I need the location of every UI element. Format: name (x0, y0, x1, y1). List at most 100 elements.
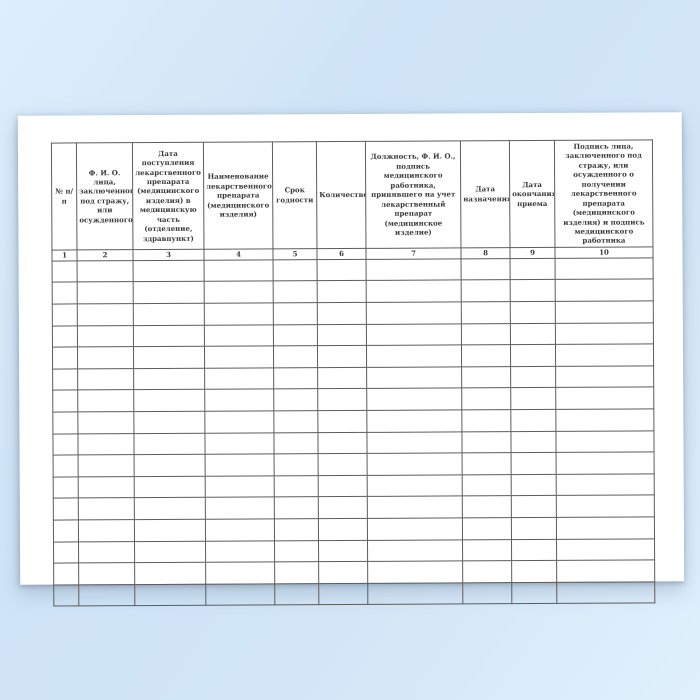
table-cell (134, 562, 206, 585)
empty-row (53, 495, 655, 520)
table-cell (317, 410, 367, 433)
form-page: № п/п Ф. И. О. лица, заключенного под ст… (17, 112, 685, 607)
table-cell (77, 346, 134, 369)
table-cell (510, 430, 557, 453)
table-cell (52, 368, 78, 391)
table-cell (511, 495, 557, 518)
table-cell (77, 433, 135, 456)
table-cell (461, 301, 511, 324)
table-cell (555, 387, 654, 410)
column-header-med-worker: Должность, Ф. И. О., подпись медицинског… (365, 140, 461, 249)
table-cell (510, 387, 556, 410)
empty-row (52, 387, 654, 413)
table-cell (317, 388, 367, 411)
table-cell (78, 562, 135, 585)
table-cell (78, 497, 135, 520)
table-cell (133, 260, 205, 283)
table-cell (274, 475, 319, 498)
table-cell (367, 474, 463, 497)
table-cell (318, 561, 368, 584)
table-cell (461, 431, 512, 454)
table-cell (555, 430, 655, 453)
table-cell (133, 389, 205, 412)
table-cell (205, 518, 275, 541)
header-row: № п/п Ф. И. О. лица, заключенного под ст… (51, 139, 653, 250)
table-cell (52, 347, 78, 369)
column-number: 9 (509, 247, 556, 259)
table-cell (274, 453, 319, 476)
table-cell (78, 541, 135, 564)
table-cell (133, 432, 206, 455)
table-cell (366, 388, 462, 411)
column-number: 2 (76, 249, 134, 261)
table-cell (462, 539, 512, 562)
table-cell (77, 260, 134, 283)
table-cell (204, 324, 274, 347)
table-cell (273, 367, 318, 390)
column-header-drug-name: Наименование лекарственного препарата (м… (203, 141, 273, 250)
table-cell (53, 498, 79, 520)
table-cell (556, 581, 655, 604)
column-header-end-date: Дата окончания приема (509, 140, 555, 248)
table-cell (204, 302, 274, 325)
table-cell (556, 560, 655, 583)
table-cell (366, 409, 462, 432)
empty-row (52, 408, 654, 434)
table-cell (273, 345, 318, 368)
table-cell (78, 454, 135, 477)
table-cell (367, 539, 463, 562)
table-cell (273, 259, 318, 282)
empty-row (53, 516, 655, 542)
table-cell (273, 281, 318, 303)
table-cell (367, 517, 463, 540)
table-cell (556, 538, 655, 561)
table-cell (510, 258, 556, 281)
table-cell (367, 561, 463, 584)
table-cell (317, 324, 367, 346)
column-header-fio: Ф. И. О. лица, заключенного под стражу, … (76, 142, 133, 250)
table-cell (366, 301, 462, 325)
table-cell (462, 517, 512, 540)
table-cell (510, 344, 556, 367)
table-cell (274, 540, 319, 563)
table-cell (462, 560, 512, 583)
table-cell (462, 496, 512, 518)
table-cell (461, 388, 511, 410)
table-cell (77, 411, 134, 434)
table-cell (52, 433, 79, 456)
table-cell (366, 431, 463, 454)
table-cell (366, 258, 462, 281)
empty-row (52, 300, 654, 326)
column-number: 5 (272, 248, 318, 260)
table-cell (77, 303, 134, 326)
table-cell (52, 390, 78, 413)
table-cell (366, 366, 462, 389)
table-cell (205, 583, 275, 606)
table-cell (204, 367, 274, 390)
table-cell (52, 303, 78, 326)
table-cell (204, 259, 274, 282)
table-cell (461, 344, 511, 367)
empty-row (53, 538, 655, 564)
table-cell (318, 539, 368, 562)
table-cell (366, 323, 462, 346)
table-cell (134, 476, 206, 498)
table-cell (53, 455, 79, 477)
table-cell (134, 454, 206, 477)
empty-row (52, 322, 654, 348)
table-cell (273, 410, 318, 433)
table-cell (205, 540, 275, 563)
table-cell (53, 584, 79, 607)
table-cell (317, 259, 367, 282)
table-cell (366, 345, 462, 368)
table-cell (462, 452, 512, 475)
table-cell (317, 280, 367, 303)
empty-row (52, 344, 654, 369)
empty-row (52, 430, 655, 456)
table-cell (204, 410, 274, 433)
table-cell (77, 325, 134, 348)
empty-row (52, 279, 654, 305)
table-cell (205, 454, 275, 477)
table-cell (204, 281, 274, 304)
table-cell (317, 431, 368, 454)
